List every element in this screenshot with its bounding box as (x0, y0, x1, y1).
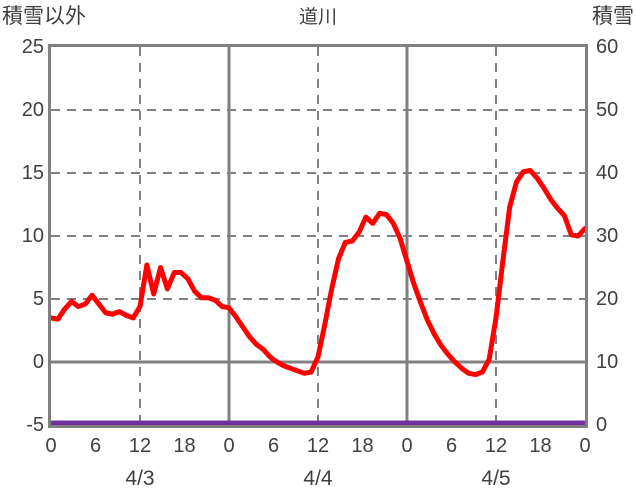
y-axis-left-tick-label: 20 (21, 99, 44, 121)
chart-plot-svg (51, 47, 585, 425)
x-axis-hour-tick-label: 12 (128, 435, 152, 457)
x-axis-date-label: 4/4 (303, 467, 333, 490)
x-axis-hour-tick-label: 0 (45, 435, 57, 457)
y-axis-right-tick-label: 50 (596, 99, 619, 121)
y-axis-left-tick-label: 10 (21, 225, 44, 247)
plot-inner (51, 47, 585, 425)
y-axis-right-tick-label: 20 (596, 288, 619, 310)
plot-area (48, 44, 588, 428)
y-axis-left-tick-label: 0 (32, 351, 44, 373)
y-axis-left-tick-label: 5 (32, 288, 44, 310)
x-axis-hour-tick-label: 0 (223, 435, 235, 457)
chart-title: 道川 (298, 7, 337, 28)
x-axis-hour-tick-label: 12 (484, 435, 508, 457)
x-axis-date-label: 4/5 (481, 467, 511, 490)
y-axis-left-tick-label: 25 (21, 36, 44, 58)
x-axis-hour-tick-label: 12 (306, 435, 330, 457)
x-axis-hour-tick-label: 18 (173, 435, 196, 457)
y-axis-right-tick-label: 30 (596, 225, 619, 247)
y-axis-left-tick-label: -5 (26, 414, 44, 436)
series-line-other-than-snow (51, 167, 585, 378)
y-axis-right-tick-label: 40 (596, 162, 619, 184)
x-axis-hour-tick-label: 6 (89, 435, 102, 457)
x-axis-date-label: 4/3 (125, 467, 155, 490)
x-axis-hour-tick-label: 0 (401, 435, 413, 457)
x-axis-hour-tick-label: 0 (579, 435, 591, 457)
y-axis-right-tick-label: 10 (596, 351, 619, 373)
y-axis-right-tick-label: 60 (596, 36, 619, 58)
y-axis-left-tick-label: 15 (21, 162, 44, 184)
x-axis-hour-tick-label: 6 (445, 435, 458, 457)
right-axis-title: 積雪 (592, 5, 634, 28)
left-axis-title: 積雪以外 (2, 5, 86, 28)
x-axis-hour-tick-label: 18 (351, 435, 374, 457)
x-axis-hour-tick-label: 18 (529, 435, 552, 457)
x-axis-hour-tick-label: 6 (267, 435, 280, 457)
y-axis-right-tick-label: 0 (596, 414, 608, 436)
